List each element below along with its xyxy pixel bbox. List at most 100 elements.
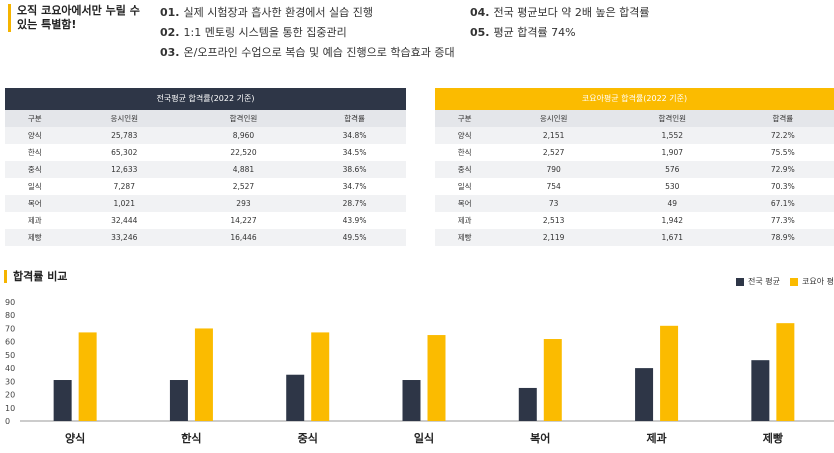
table-cell: 제빵 bbox=[457, 233, 472, 242]
x-tick-label: 한식 bbox=[181, 431, 201, 445]
feature-text: 평균 합격률 74% bbox=[493, 26, 576, 39]
bar-koyoa-0 bbox=[78, 332, 97, 421]
table-cell: 530 bbox=[665, 182, 680, 191]
table-cell: 제과 bbox=[457, 216, 472, 225]
table-row: 중식 12,633 4,881 38.6% bbox=[5, 161, 406, 178]
table-cell: 34.8% bbox=[342, 131, 367, 140]
bar-koyoa-1 bbox=[194, 328, 213, 421]
table-row: 일식 7,287 2,527 34.7% bbox=[5, 178, 406, 195]
bar-koyoa-2 bbox=[311, 332, 330, 421]
table-row: 제빵 2,119 1,671 78.9% bbox=[435, 229, 834, 246]
table-cell: 49.5% bbox=[342, 233, 367, 242]
table-row: 한식 2,527 1,907 75.5% bbox=[435, 144, 834, 161]
table-cell: 복어 bbox=[457, 199, 472, 208]
x-tick-label: 제빵 bbox=[763, 431, 783, 445]
bar-national-5 bbox=[635, 368, 654, 421]
table-cell: 34.7% bbox=[342, 182, 367, 191]
bar-koyoa-6 bbox=[776, 323, 795, 421]
y-tick-label: 10 bbox=[5, 404, 15, 413]
table-cell: 1,907 bbox=[661, 148, 684, 157]
table-cell: 14,227 bbox=[230, 216, 257, 225]
table-cell: 43.9% bbox=[342, 216, 367, 225]
table-cell: 한식 bbox=[27, 148, 42, 157]
col-header: 구분 bbox=[457, 114, 472, 123]
table-cell: 34.5% bbox=[342, 148, 367, 157]
table-cell: 67.1% bbox=[770, 199, 795, 208]
chart-legend: 전국 평균 코요아 평균 bbox=[736, 276, 834, 287]
table-cell: 양식 bbox=[457, 131, 472, 140]
table-header-row: 구분 응시인원 합격인원 합격률 bbox=[5, 110, 406, 127]
table-cell: 576 bbox=[665, 165, 680, 174]
table-cell: 72.2% bbox=[770, 131, 795, 140]
table-cell: 중식 bbox=[457, 165, 472, 174]
table-cell: 25,783 bbox=[111, 131, 138, 140]
table-row: 제빵 33,246 16,446 49.5% bbox=[5, 229, 406, 246]
legend-label: 전국 평균 bbox=[748, 277, 780, 286]
feature-num: 04. bbox=[470, 6, 490, 19]
chart-title: 합격률 비교 bbox=[4, 270, 67, 283]
table-cell: 중식 bbox=[27, 165, 42, 174]
table-cell: 2,513 bbox=[542, 216, 565, 225]
table-cell: 75.5% bbox=[770, 148, 795, 157]
table-cell: 72.9% bbox=[770, 165, 795, 174]
table-row: 양식 2,151 1,552 72.2% bbox=[435, 127, 834, 144]
x-tick-label: 복어 bbox=[530, 431, 550, 445]
y-tick-label: 30 bbox=[5, 377, 15, 386]
feature-text: 온/오프라인 수업으로 복습 및 예습 진행으로 학습효과 증대 bbox=[183, 46, 455, 59]
table-cell: 65,302 bbox=[111, 148, 138, 157]
x-tick-label: 일식 bbox=[414, 431, 434, 445]
table-cell: 2,527 bbox=[232, 182, 255, 191]
table-cell: 16,446 bbox=[230, 233, 257, 242]
bar-national-2 bbox=[286, 374, 305, 421]
y-tick-label: 20 bbox=[5, 391, 15, 400]
table-cell: 77.3% bbox=[770, 216, 795, 225]
legend-swatch bbox=[789, 277, 798, 286]
table-cell: 양식 bbox=[27, 131, 42, 140]
feature-02: 02. 1:1 멘토링 시스템을 통한 집중관리 bbox=[160, 24, 347, 40]
table-row: 중식 790 576 72.9% bbox=[435, 161, 834, 178]
intro-line-2: 있는 특별함! bbox=[17, 18, 77, 31]
bar-national-4 bbox=[518, 387, 537, 421]
y-tick-label: 90 bbox=[5, 298, 15, 307]
table-header-row: 구분 응시인원 합격인원 합격률 bbox=[435, 110, 834, 127]
legend-swatch bbox=[736, 277, 744, 286]
table-row: 복어 1,021 293 28.7% bbox=[5, 195, 406, 212]
national-table-title: 전국평균 합격률(2022 기준) bbox=[5, 88, 406, 110]
feature-num: 02. bbox=[160, 26, 180, 39]
national-table: 전국평균 합격률(2022 기준) 구분 응시인원 합격인원 합격률 양식 25,… bbox=[5, 88, 406, 248]
table-cell: 복어 bbox=[27, 199, 42, 208]
table-cell: 1,552 bbox=[661, 131, 684, 140]
feature-num: 01. bbox=[160, 6, 180, 19]
table-cell: 790 bbox=[546, 165, 561, 174]
y-tick-label: 70 bbox=[5, 324, 15, 333]
y-tick-label: 50 bbox=[5, 351, 15, 360]
y-tick-label: 60 bbox=[5, 338, 15, 347]
bar-national-0 bbox=[53, 380, 72, 421]
feature-text: 1:1 멘토링 시스템을 통한 집중관리 bbox=[183, 26, 347, 39]
legend-item-koyoa: 코요아 평균 bbox=[789, 276, 834, 287]
table-cell: 한식 bbox=[457, 148, 472, 157]
table-cell: 293 bbox=[236, 199, 251, 208]
table-cell: 제빵 bbox=[27, 233, 42, 242]
table-cell: 제과 bbox=[27, 216, 42, 225]
table-row: 한식 65,302 22,520 34.5% bbox=[5, 144, 406, 161]
feature-01: 01. 실제 시험장과 흡사한 환경에서 실습 진행 bbox=[160, 4, 373, 20]
table-cell: 12,633 bbox=[111, 165, 138, 174]
bar-koyoa-5 bbox=[660, 325, 679, 421]
table-row: 복어 73 49 67.1% bbox=[435, 195, 834, 212]
y-tick-label: 40 bbox=[5, 364, 15, 373]
feature-text: 실제 시험장과 흡사한 환경에서 실습 진행 bbox=[183, 6, 374, 19]
col-header: 합격인원 bbox=[229, 114, 258, 123]
x-tick-label: 중식 bbox=[298, 431, 318, 445]
y-tick-label: 0 bbox=[5, 417, 10, 426]
table-cell: 7,287 bbox=[113, 182, 135, 191]
table-cell: 38.6% bbox=[342, 165, 367, 174]
table-cell: 32,444 bbox=[111, 216, 138, 225]
table-cell: 2,151 bbox=[542, 131, 565, 140]
bar-koyoa-3 bbox=[427, 335, 446, 421]
feature-05: 05. 평균 합격률 74% bbox=[470, 24, 576, 40]
table-cell: 1,021 bbox=[113, 199, 135, 208]
table-cell: 2,119 bbox=[542, 233, 565, 242]
feature-03: 03. 온/오프라인 수업으로 복습 및 예습 진행으로 학습효과 증대 bbox=[160, 44, 455, 60]
x-tick-label: 양식 bbox=[65, 431, 85, 445]
